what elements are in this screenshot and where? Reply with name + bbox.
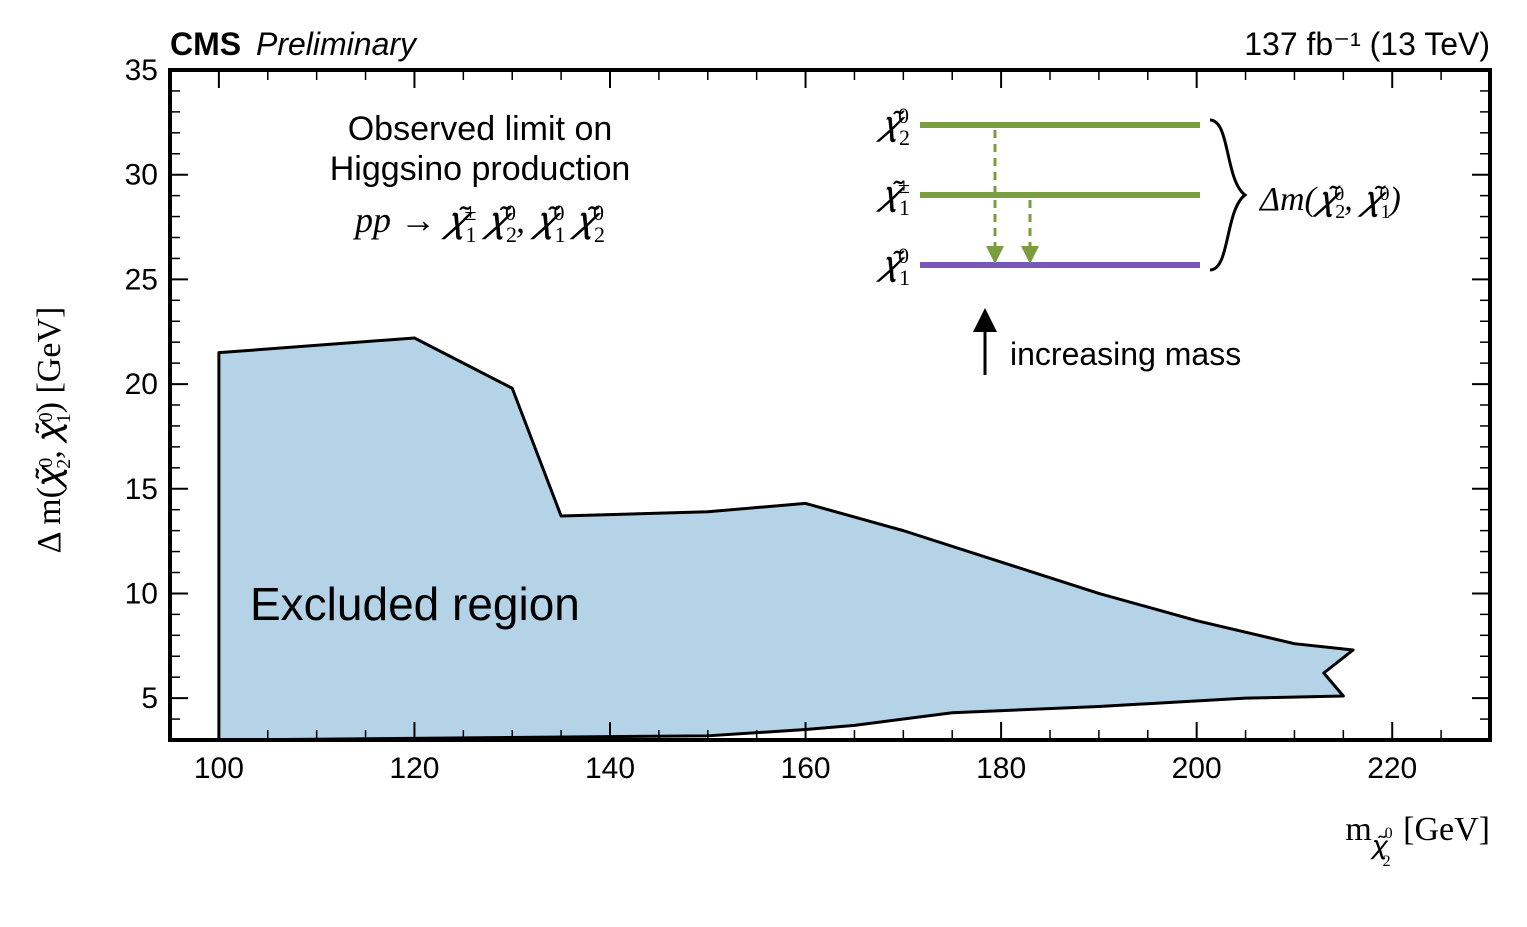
delta-m-label: Δm(𝜒̃20, 𝜒̃10) xyxy=(1258,181,1401,223)
x-tick-label: 180 xyxy=(976,752,1026,785)
level-chi10-label: 𝜒̃10 xyxy=(876,243,910,290)
y-tick-label: 25 xyxy=(125,263,158,296)
x-tick-label: 140 xyxy=(585,752,635,785)
header-left: CMS Preliminary xyxy=(170,26,418,62)
chart-container: CMS Preliminary 137 fb⁻¹ (13 TeV) 100 120… xyxy=(0,0,1527,927)
y-tick-label: 35 xyxy=(125,54,158,87)
x-tick-label: 120 xyxy=(389,752,439,785)
x-tick-label: 160 xyxy=(781,752,831,785)
x-axis-label: m𝜒̃02 [GeV] xyxy=(1345,811,1490,870)
excluded-region-label: Excluded region xyxy=(250,578,580,630)
brace xyxy=(1210,120,1245,270)
mass-diagram: 𝜒̃20 𝜒̃1± 𝜒̃10 Δm(𝜒̃20, 𝜒̃10) xyxy=(876,103,1401,375)
x-tick-label: 200 xyxy=(1172,752,1222,785)
y-tick-label: 5 xyxy=(141,682,158,715)
increasing-mass-label: increasing mass xyxy=(1010,336,1241,372)
y-tick-label: 30 xyxy=(125,159,158,192)
observed-limit-line1: Observed limit on xyxy=(348,110,613,148)
level-chi20-label: 𝜒̃20 xyxy=(876,103,910,150)
header-right: 137 fb⁻¹ (13 TeV) xyxy=(1244,26,1490,62)
process-label: pp → 𝜒̃1± 𝜒̃20, 𝜒̃10 𝜒̃20 xyxy=(352,200,605,247)
observed-limit-line2: Higgsino production xyxy=(330,150,631,188)
y-tick-label: 20 xyxy=(125,368,158,401)
level-chi1pm-label: 𝜒̃1± xyxy=(876,173,910,220)
y-axis-label: Δ m(𝜒̃02, 𝜒̃01) [GeV] xyxy=(31,307,75,554)
y-tick-label: 10 xyxy=(125,577,158,610)
chart-svg: CMS Preliminary 137 fb⁻¹ (13 TeV) 100 120… xyxy=(0,0,1527,927)
y-tick-label: 15 xyxy=(125,473,158,506)
excluded-region xyxy=(219,338,1353,740)
x-tick-label: 100 xyxy=(194,752,244,785)
x-tick-label: 220 xyxy=(1367,752,1417,785)
